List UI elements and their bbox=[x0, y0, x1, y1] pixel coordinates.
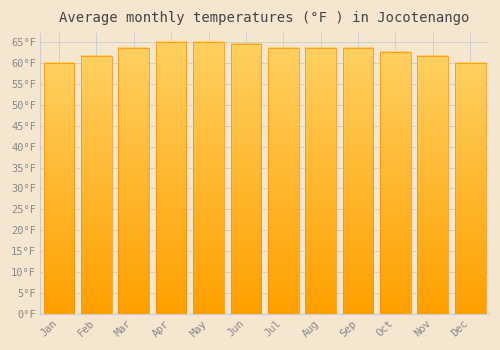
Bar bbox=[342, 48, 374, 314]
Bar bbox=[156, 42, 186, 314]
Bar bbox=[193, 42, 224, 314]
Bar bbox=[380, 52, 411, 314]
Bar bbox=[81, 56, 112, 314]
Bar bbox=[44, 63, 74, 314]
Bar bbox=[306, 48, 336, 314]
Bar bbox=[455, 63, 486, 314]
Title: Average monthly temperatures (°F ) in Jocotenango: Average monthly temperatures (°F ) in Jo… bbox=[60, 11, 470, 25]
Bar bbox=[230, 44, 261, 314]
Bar bbox=[418, 56, 448, 314]
Bar bbox=[118, 48, 149, 314]
Bar bbox=[268, 48, 298, 314]
